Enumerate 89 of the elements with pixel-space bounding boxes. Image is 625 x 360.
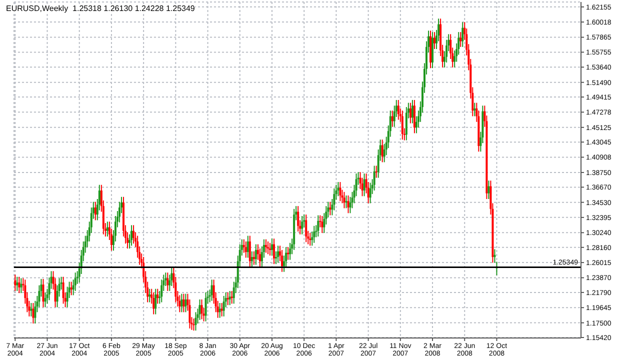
candlestick	[405, 106, 408, 141]
candlestick	[16, 276, 18, 292]
candlestick	[329, 201, 332, 216]
candlestick	[258, 248, 261, 268]
candlestick	[409, 102, 412, 124]
candlestick	[30, 302, 32, 317]
candlestick	[148, 288, 151, 303]
candlestick	[270, 238, 273, 256]
candlestick	[166, 272, 169, 292]
candlestick	[460, 32, 462, 48]
candlestick	[228, 290, 231, 306]
candlestick	[369, 182, 372, 204]
candlestick	[373, 165, 376, 192]
candlestick	[375, 165, 378, 178]
candlestick	[156, 288, 159, 304]
candlestick	[339, 182, 342, 202]
candlestick	[226, 292, 229, 306]
candlestick	[232, 281, 235, 304]
candlestick	[272, 238, 275, 265]
candlestick	[301, 215, 304, 235]
candlestick	[474, 102, 476, 117]
candlestick	[210, 279, 213, 302]
candlestick	[70, 281, 72, 296]
candlestick	[411, 99, 414, 124]
candlestick	[164, 272, 167, 287]
candlestick	[246, 235, 249, 258]
chart-title: EURUSD,Weekly 1.25318 1.26130 1.24228 1.25349	[6, 4, 195, 13]
candlestick	[42, 278, 44, 308]
candlestick	[434, 32, 436, 50]
candlestick	[34, 300, 36, 324]
candlestick	[413, 99, 416, 134]
candlestick	[349, 196, 352, 214]
candlestick	[289, 242, 292, 260]
candlestick	[200, 298, 203, 320]
candlestick	[20, 278, 22, 294]
candlestick	[268, 242, 271, 256]
candlestick	[488, 180, 490, 200]
candlestick	[132, 224, 135, 244]
candlestick	[266, 240, 269, 255]
candlestick	[397, 99, 400, 120]
candlestick	[74, 272, 76, 292]
candlestick	[182, 293, 185, 313]
candlestick	[281, 249, 284, 272]
candlestick	[66, 286, 68, 308]
candlestick	[337, 182, 340, 197]
candlestick	[94, 201, 96, 221]
candlestick	[391, 110, 394, 128]
candlestick	[192, 318, 195, 332]
candlestick	[264, 238, 267, 254]
candlestick	[309, 232, 312, 246]
candlestick	[218, 302, 221, 318]
candlestick	[44, 292, 46, 308]
candlestick	[154, 288, 157, 315]
candlestick	[317, 214, 320, 237]
candlestick	[198, 298, 201, 320]
candlestick	[62, 276, 64, 304]
candlestick	[32, 302, 34, 324]
candlestick	[152, 292, 155, 315]
candlestick	[248, 235, 251, 268]
candlestick	[222, 295, 225, 317]
candlestick	[170, 267, 173, 287]
candlestick	[345, 194, 348, 209]
candlestick	[462, 22, 464, 48]
candlestick	[244, 240, 247, 258]
candlestick	[130, 224, 133, 246]
candlestick	[178, 294, 181, 313]
candlestick	[106, 221, 108, 237]
candlestick	[321, 215, 324, 234]
candlestick	[250, 250, 253, 268]
candlestick	[305, 214, 308, 243]
candlestick	[184, 293, 187, 313]
candlestick	[347, 194, 350, 214]
candlestick	[230, 290, 233, 304]
candlestick	[180, 293, 183, 313]
candlestick	[254, 244, 257, 266]
candlestick	[242, 238, 245, 254]
candlestick	[297, 206, 300, 232]
candlestick	[14, 274, 16, 292]
candlestick	[220, 302, 223, 317]
candlestick	[401, 110, 404, 140]
candlestick	[18, 276, 20, 294]
candlestick	[252, 250, 255, 266]
candlestick	[194, 312, 197, 332]
candlestick	[343, 191, 346, 209]
candlestick	[363, 173, 366, 197]
candlestick	[277, 245, 280, 264]
candlestick	[313, 225, 316, 244]
candlestick	[381, 139, 384, 163]
candlestick	[204, 292, 207, 322]
